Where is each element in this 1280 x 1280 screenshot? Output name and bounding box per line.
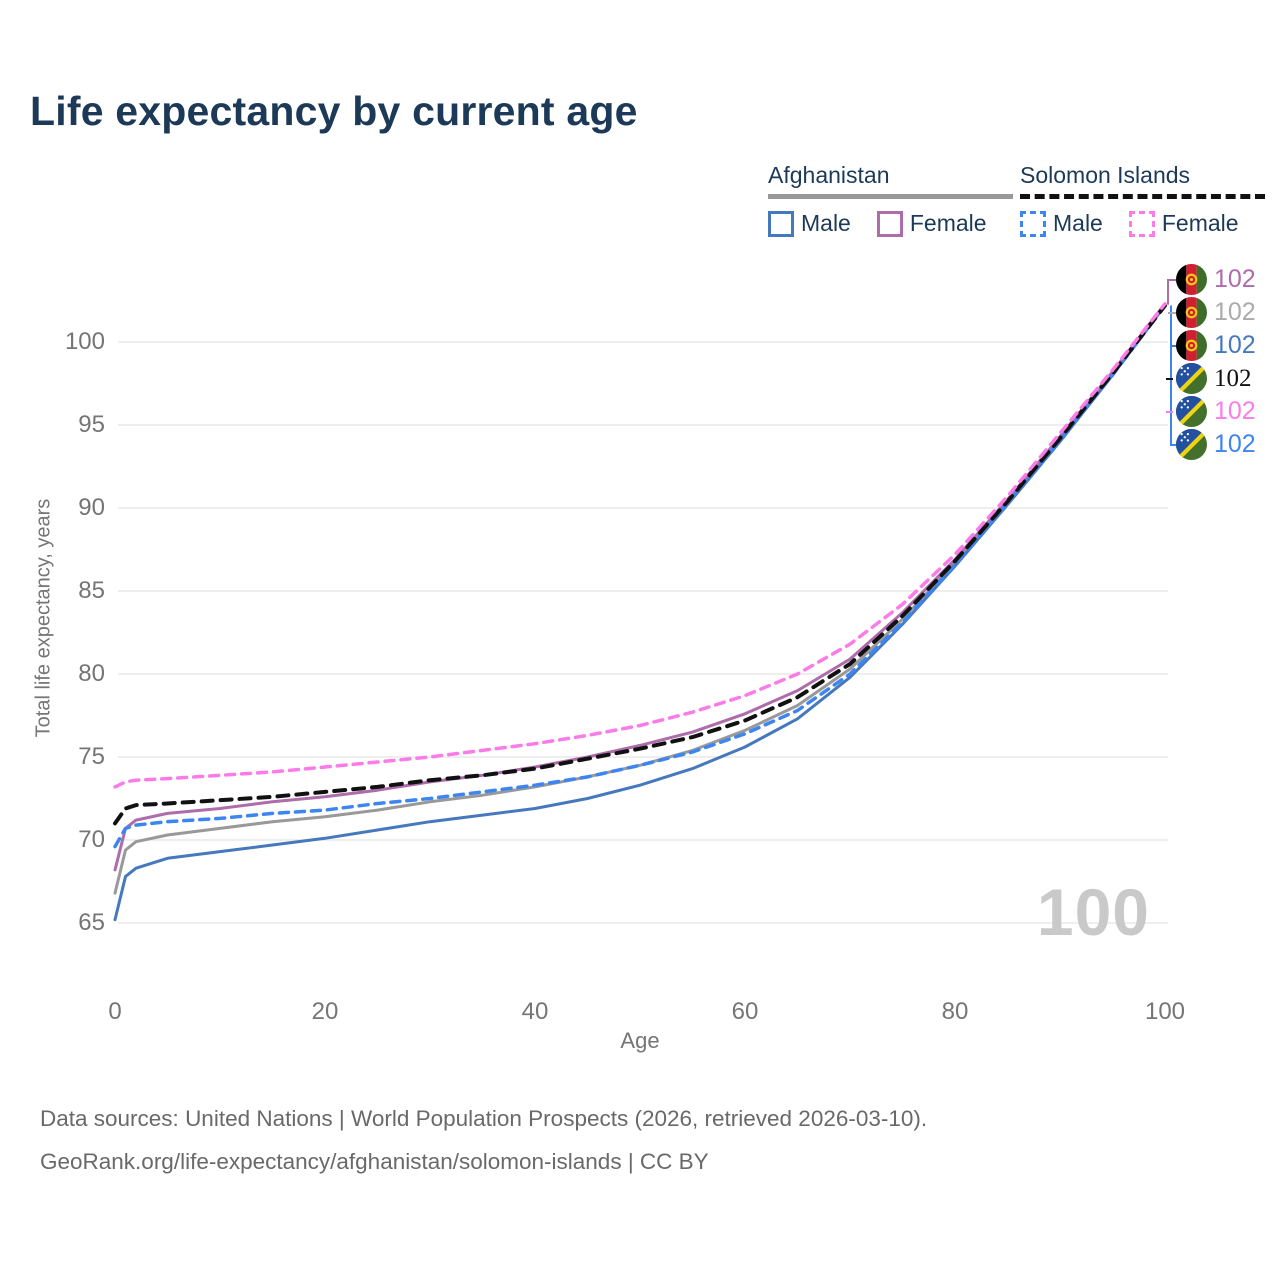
solomon-islands-flag-icon [1176,396,1207,427]
legend-item-label: Male [801,210,851,236]
age-watermark: 100 [1036,875,1150,949]
source-url-line: GeoRank.org/life-expectancy/afghanistan/… [40,1149,709,1174]
series-line-af_male [113,304,1167,922]
legend-item-label: Male [1053,210,1103,236]
end-label-row-af_female: 102 [1176,264,1256,295]
end-label-row-si_both: 102 [1176,363,1252,394]
y-tick-label: 100 [64,328,105,355]
end-value-label: 102 [1214,265,1256,293]
end-value-label: 102 [1214,298,1256,326]
y-tick-label: 65 [78,909,105,936]
source-line: Data sources: United Nations | World Pop… [40,1106,928,1131]
y-tick-label: 90 [78,494,105,521]
afghanistan-flag-icon [1176,297,1207,328]
y-tick-label: 70 [78,826,105,853]
series-line-si_both [113,303,1167,826]
end-value-label: 102 [1214,331,1256,359]
legend-group-solomon-islands: Solomon Islands Male Female [1020,162,1265,237]
legend-item-label: Female [909,210,987,236]
end-value-label: 102 [1214,397,1256,425]
x-tick-label: 80 [941,998,969,1025]
y-tick-label: 75 [78,743,105,770]
end-label-row-si_male: 102 [1176,429,1256,460]
solomon-islands-flag-icon [1176,363,1207,394]
y-tick-label: 95 [78,411,105,438]
afghanistan-flag-icon [1176,330,1207,361]
legend-swatch-icon [768,210,794,237]
legend-item-label: Female [1161,210,1239,236]
legend-country-label: Solomon Islands [1020,162,1191,188]
legend-item-afghanistan-male[interactable]: Male [768,210,851,237]
legend-item-afghanistan-female[interactable]: Female [876,210,987,237]
legend-item-solomon-female[interactable]: Female [1128,210,1239,237]
solomon-islands-flag-icon [1176,429,1207,460]
legend-underline-dashed [1020,194,1265,199]
x-tick-label: 20 [311,998,339,1025]
y-tick-label: 85 [78,577,105,604]
y-axis-title: Total life expectancy, years [32,498,55,738]
leader-line-si-male [1170,305,1178,446]
leader-line-af-female [1167,279,1176,305]
y-tick-label: 80 [78,660,105,687]
end-value-label: 102 [1214,430,1256,458]
legend-country-label: Afghanistan [768,162,890,188]
legend-swatch-icon [1020,210,1046,237]
end-label-row-si_female: 102 [1176,396,1256,427]
x-tick-label: 100 [1144,998,1186,1025]
end-label-row-af_both: 102 [1176,297,1256,328]
x-axis-title: Age [620,1028,660,1053]
series-line-si_female [113,302,1167,789]
legend-group-afghanistan: Afghanistan Male Female [768,162,1013,237]
data-source-note: Data sources: United Nations | World Pop… [40,1106,927,1192]
afghanistan-flag-icon [1176,264,1207,295]
legend-underline-solid [768,194,1013,199]
x-tick-label: 60 [731,998,759,1025]
end-label-row-af_male: 102 [1176,330,1256,361]
legend-swatch-icon [876,210,903,237]
x-tick-label: 40 [521,998,549,1025]
chart-title: Life expectancy by current age [30,88,638,134]
x-tick-label: 0 [108,998,122,1025]
series-line-af_both [113,304,1167,895]
end-value-label: 102 [1214,364,1252,392]
legend-item-solomon-male[interactable]: Male [1020,210,1103,237]
legend-swatch-icon [1128,210,1155,237]
